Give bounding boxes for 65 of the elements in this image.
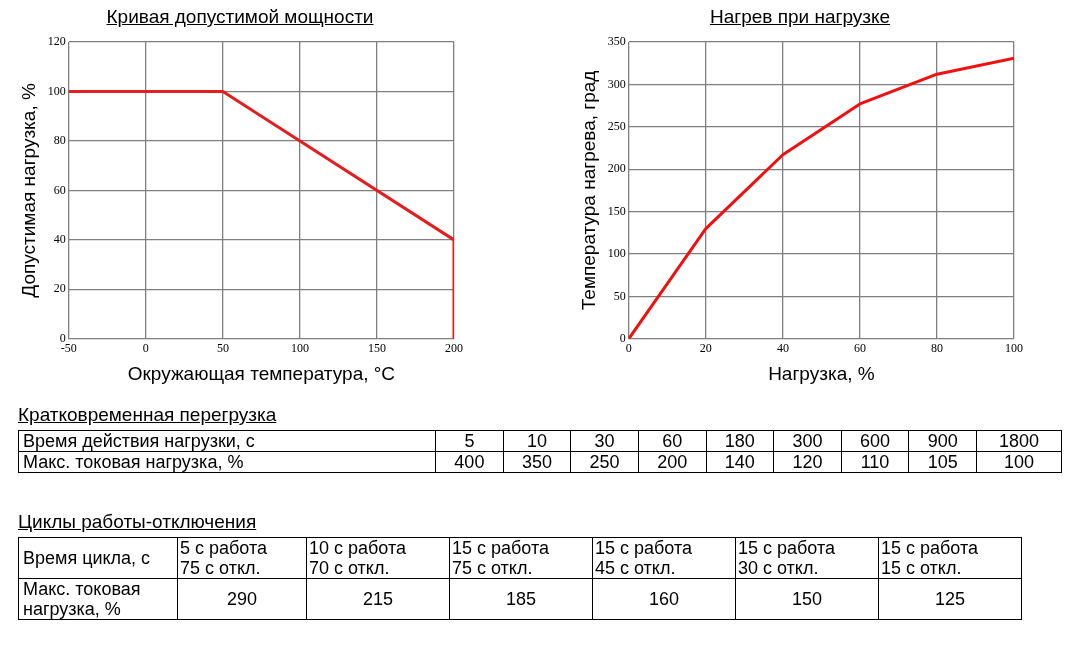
x-axis-title: Нагрузка, % bbox=[768, 362, 875, 384]
x-tick-label: 100 bbox=[1005, 341, 1023, 356]
category-label: 15 с работа 75 с откл. bbox=[449, 537, 593, 579]
x-tick-label: 100 bbox=[290, 341, 309, 356]
y-tick-label: 0 bbox=[619, 330, 626, 345]
y-axis-title: Температура нагрева, град bbox=[577, 70, 599, 311]
data-label: 140 bbox=[706, 451, 774, 473]
y-tick-label: 60 bbox=[53, 182, 66, 197]
chart-title: Нагрев при нагрузке bbox=[708, 6, 892, 28]
category-label: 600 bbox=[841, 430, 909, 452]
x-tick-label: 40 bbox=[776, 341, 789, 356]
data-label: 125 bbox=[878, 578, 1022, 620]
x-tick-label: 60 bbox=[853, 341, 866, 356]
x-tick-label: 150 bbox=[367, 341, 386, 356]
data-label: 105 bbox=[908, 451, 977, 473]
category-label: 300 bbox=[773, 430, 842, 452]
data-label: 400 bbox=[435, 451, 504, 473]
y-tick-label: 350 bbox=[607, 34, 626, 49]
x-axis-title: Окружающая температура, °C bbox=[127, 362, 396, 384]
text: Время цикла, с bbox=[18, 537, 178, 579]
category-label: 15 с работа 30 с откл. bbox=[735, 537, 879, 579]
category-label: 15 с работа 45 с откл. bbox=[592, 537, 736, 579]
x-tick-label: 200 bbox=[445, 341, 463, 356]
data-label: 100 bbox=[976, 451, 1062, 473]
y-tick-label: 150 bbox=[607, 203, 626, 218]
category-label: 30 bbox=[570, 430, 639, 452]
data-label: 150 bbox=[735, 578, 879, 620]
y-tick-label: 100 bbox=[607, 246, 626, 261]
y-tick-label: 200 bbox=[607, 161, 626, 176]
y-tick-label: 50 bbox=[613, 288, 626, 303]
category-label: 5 с работа 75 с откл. bbox=[177, 537, 307, 579]
text: Макс. токовая нагрузка, % bbox=[18, 578, 178, 620]
text: Циклы работы-отключения bbox=[18, 511, 258, 533]
y-tick-label: 120 bbox=[47, 34, 66, 49]
y-tick-label: 300 bbox=[607, 76, 626, 91]
category-label: 10 с работа 70 с откл. bbox=[306, 537, 450, 579]
y-axis-title: Допустимая нагрузка, % bbox=[17, 83, 39, 298]
data-label: 185 bbox=[449, 578, 593, 620]
data-label: 290 bbox=[177, 578, 307, 620]
x-tick-label: 0 bbox=[142, 341, 149, 356]
text: Макс. токовая нагрузка, % bbox=[18, 451, 436, 473]
category-label: 5 bbox=[435, 430, 504, 452]
y-tick-label: 100 bbox=[47, 83, 66, 98]
x-tick-label: 50 bbox=[216, 341, 229, 356]
text: Кратковременная перегрузка bbox=[18, 404, 278, 426]
data-label: 160 bbox=[592, 578, 736, 620]
x-tick-label: 80 bbox=[930, 341, 943, 356]
category-label: 15 с работа 15 с откл. bbox=[878, 537, 1022, 579]
category-label: 1800 bbox=[976, 430, 1062, 452]
text: Время действия нагрузки, с bbox=[18, 430, 436, 452]
y-tick-label: 250 bbox=[607, 118, 626, 133]
category-label: 60 bbox=[638, 430, 707, 452]
data-label: 350 bbox=[503, 451, 571, 473]
y-tick-label: 20 bbox=[53, 281, 66, 296]
category-label: 900 bbox=[908, 430, 977, 452]
y-tick-label: 40 bbox=[53, 232, 66, 247]
data-label: 200 bbox=[638, 451, 707, 473]
x-tick-label: 20 bbox=[699, 341, 712, 356]
y-tick-label: 80 bbox=[53, 133, 66, 148]
data-label: 110 bbox=[841, 451, 909, 473]
data-label: 215 bbox=[306, 578, 450, 620]
data-label: 120 bbox=[773, 451, 842, 473]
category-label: 10 bbox=[503, 430, 571, 452]
chart-title: Кривая допустимой мощности bbox=[105, 6, 375, 28]
category-label: 180 bbox=[706, 430, 774, 452]
